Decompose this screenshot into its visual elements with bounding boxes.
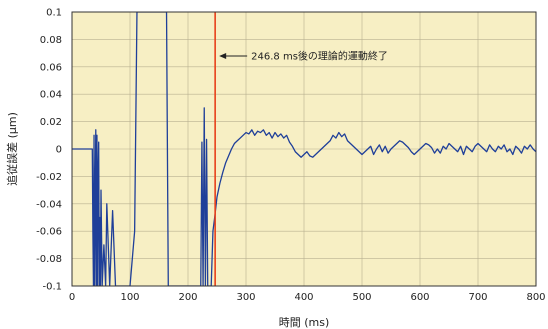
grid [72,12,536,286]
y-tick-label: 0.08 [40,35,62,46]
annotation-arrow-head [219,53,227,59]
x-axis-label: 時間 (ms) [279,316,330,329]
x-tick-label: 700 [468,292,487,303]
x-tick-label: 200 [178,292,197,303]
plot-frame [71,11,537,287]
x-tick-label: 800 [526,292,545,303]
x-tick-label: 300 [236,292,255,303]
y-tick-label: -0.06 [36,227,62,238]
y-tick-label: 0.1 [46,8,62,19]
y-tick-label: -0.04 [36,199,62,210]
x-tick-label: 0 [69,292,75,303]
x-tick-label: 100 [120,292,139,303]
y-tick-label: 0.06 [40,62,62,73]
x-axis: 0 100 200 300 400 500 600 700 800 [69,292,546,303]
y-tick-label: -0.08 [36,254,62,265]
y-tick-label: -0.02 [36,172,62,183]
x-tick-label: 600 [410,292,429,303]
annotation: 246.8 ms後の理論的運動終了 [219,50,388,63]
y-tick-label: 0.02 [40,117,62,128]
series-line [72,12,536,286]
annotation-text: 246.8 ms後の理論的運動終了 [251,50,388,63]
y-tick-label: 0.04 [40,90,62,101]
y-axis-label: 追従誤差 (μm) [5,112,19,186]
x-tick-label: 500 [352,292,371,303]
x-tick-label: 400 [294,292,313,303]
data-layer [72,12,536,286]
y-tick-label: 0 [56,145,62,156]
y-axis: -0.1 -0.08 -0.06 -0.04 -0.02 0 0.02 0.04 0.06 0.0… [36,8,62,293]
y-tick-label: -0.1 [42,282,62,293]
